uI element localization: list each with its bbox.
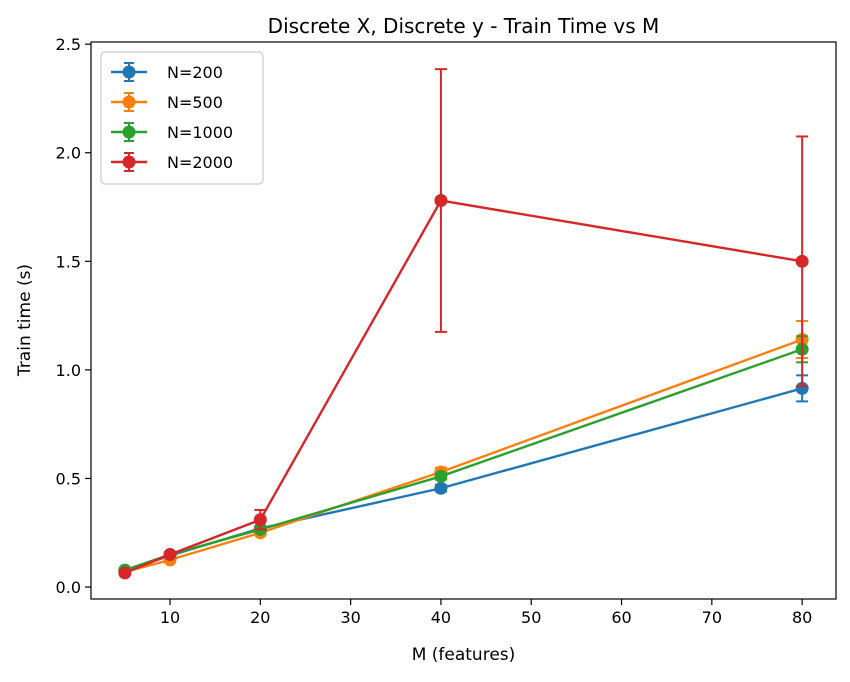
data-point	[795, 381, 809, 395]
y-tick-label: 0.5	[56, 469, 81, 488]
x-tick-label: 80	[792, 608, 812, 627]
x-tick-label: 20	[250, 608, 270, 627]
legend-marker	[122, 65, 136, 79]
legend-marker	[122, 125, 136, 139]
legend-item: N=2000	[111, 152, 233, 172]
legend-label: N=500	[167, 93, 223, 112]
series-layer	[118, 68, 809, 580]
data-point	[118, 566, 132, 580]
legend-item: N=1000	[111, 122, 233, 142]
plot-frame	[90, 41, 837, 600]
legend-marker	[122, 155, 136, 169]
data-point	[434, 469, 448, 483]
chart-title: Discrete X, Discrete y - Train Time vs M	[268, 14, 660, 38]
legend: N=200 N=500 N=1000 N=2000	[100, 51, 264, 185]
y-tick-label: 2.0	[56, 144, 81, 163]
data-point	[253, 513, 267, 527]
y-axis-label: Train time (s)	[15, 264, 35, 377]
y-axis: 0.0 0.5 1.0 1.5 2.0 2.5	[56, 35, 91, 597]
legend-label: N=200	[167, 63, 223, 82]
y-tick-label: 0.0	[56, 578, 81, 597]
x-tick-label: 10	[160, 608, 180, 627]
legend-label: N=1000	[167, 123, 233, 142]
x-tick-label: 60	[611, 608, 631, 627]
y-tick-label: 2.5	[56, 35, 81, 54]
legend-marker	[122, 95, 136, 109]
data-point	[434, 194, 448, 208]
x-tick-label: 50	[521, 608, 541, 627]
x-tick-label: 30	[340, 608, 360, 627]
x-tick-label: 70	[702, 608, 722, 627]
legend-item: N=500	[111, 92, 223, 112]
y-tick-label: 1.0	[56, 361, 81, 380]
legend-item: N=200	[111, 62, 223, 82]
x-tick-label: 40	[431, 608, 451, 627]
x-axis: 10 20 30 40 50 60 70 80	[160, 599, 812, 627]
data-point	[434, 481, 448, 495]
legend-box	[100, 51, 264, 185]
legend-label: N=2000	[167, 153, 233, 172]
series-n-2000	[118, 68, 809, 580]
data-point	[795, 254, 809, 268]
data-point	[163, 547, 177, 561]
y-tick-label: 1.5	[56, 252, 81, 271]
x-axis-label: M (features)	[412, 645, 516, 665]
